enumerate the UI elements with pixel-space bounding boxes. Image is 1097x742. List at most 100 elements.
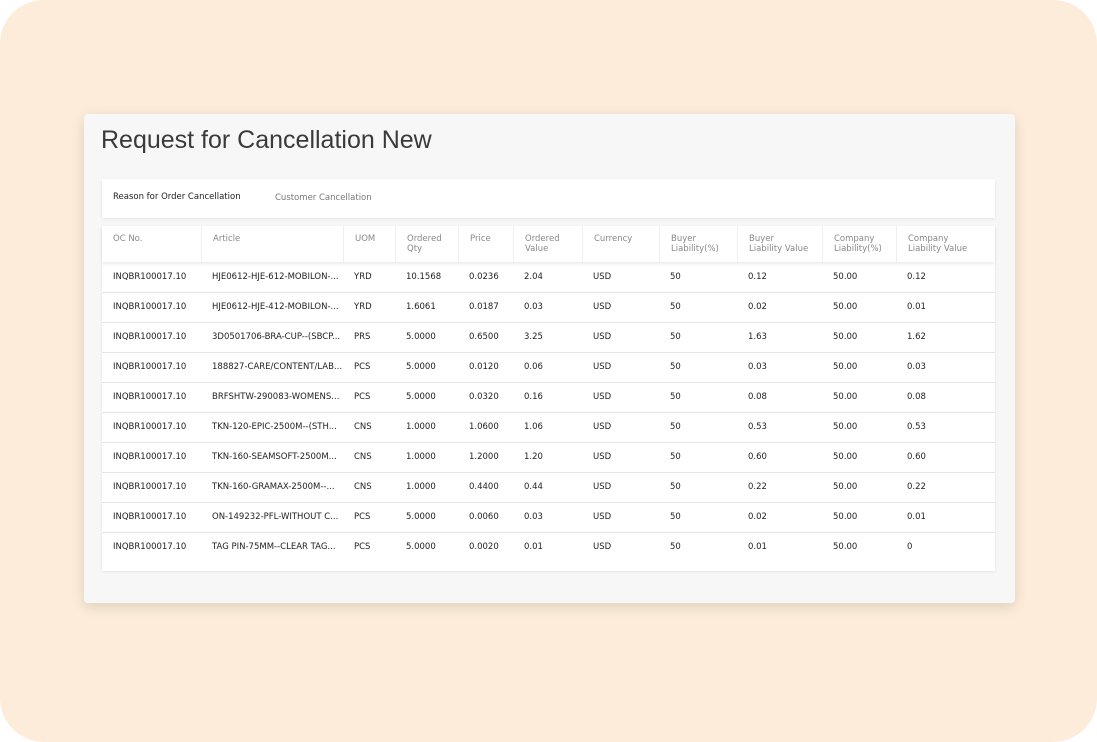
table-cell: YRD xyxy=(354,272,372,282)
table-cell: 2.04 xyxy=(524,272,543,282)
table-cell: USD xyxy=(593,482,612,492)
table-cell: 0.03 xyxy=(524,302,543,312)
table: OC No. Article UOM Ordered Qty Price Ordered Va… xyxy=(102,226,995,571)
table-cell: 0.4400 xyxy=(469,482,499,492)
table-cell: 1.0000 xyxy=(406,422,436,432)
table-cell: 0.0020 xyxy=(469,542,499,552)
page-title: Request for Cancellation New xyxy=(101,126,432,154)
header-cell: Article xyxy=(201,226,343,262)
header-text: UOM xyxy=(355,234,376,244)
table-cell: TKN-160-SEAMSOFT-2500M... xyxy=(212,452,337,462)
table-cell: 0.0060 xyxy=(469,512,499,522)
header-text: Liability Value xyxy=(908,244,968,254)
header-text: Company xyxy=(908,234,949,244)
header-text: Liability Value xyxy=(749,244,809,254)
table-cell: 1.20 xyxy=(524,452,543,462)
header-cell: Currency xyxy=(582,226,659,262)
reason-value: Customer Cancellation xyxy=(275,193,372,203)
header-text: Ordered xyxy=(525,234,560,244)
table-cell: PCS xyxy=(354,362,371,372)
table-cell: 0.02 xyxy=(748,302,767,312)
table-cell: 50 xyxy=(670,452,681,462)
table-cell: 50.00 xyxy=(833,422,858,432)
table-cell: USD xyxy=(593,272,612,282)
table-cell: 1.62 xyxy=(907,332,926,342)
table-cell: 50 xyxy=(670,272,681,282)
table-cell: 0.22 xyxy=(748,482,767,492)
table-cell: CNS xyxy=(354,422,372,432)
reason-box: Reason for Order Cancellation Customer C… xyxy=(102,179,995,218)
table-row: INQBR100017.10 188827-CARE/CONTENT/LAB...… xyxy=(102,352,995,382)
table-cell: USD xyxy=(593,362,612,372)
header-text: Currency xyxy=(594,234,633,244)
table-cell: PCS xyxy=(354,542,371,552)
header-cell: Ordered Value xyxy=(513,226,582,262)
table-cell: TKN-120-EPIC-2500M--(STH... xyxy=(212,422,337,432)
table-cell: 0.53 xyxy=(907,422,926,432)
header-text: Ordered xyxy=(407,234,442,244)
table-cell: 50 xyxy=(670,332,681,342)
table-row: INQBR100017.10 BRFSHTW-290083-WOMENS... PC… xyxy=(102,382,995,412)
table-cell: 0.02 xyxy=(748,512,767,522)
header-cell: OC No. xyxy=(102,226,201,262)
table-cell: 0 xyxy=(907,542,913,552)
table-row: INQBR100017.10 TKN-160-SEAMSOFT-2500M... C… xyxy=(102,442,995,472)
table-cell: PCS xyxy=(354,392,371,402)
table-cell: 0.16 xyxy=(524,392,543,402)
table-cell: 50.00 xyxy=(833,512,858,522)
table-cell: 50.00 xyxy=(833,302,858,312)
table-cell: INQBR100017.10 xyxy=(113,512,187,522)
table-cell: 0.44 xyxy=(524,482,543,492)
table-cell: 0.0120 xyxy=(469,362,499,372)
table-cell: 3D0501706-BRA-CUP--(SBCP... xyxy=(212,332,341,342)
table-cell: 5.0000 xyxy=(406,392,436,402)
table-header: OC No. Article UOM Ordered Qty Price Ordered Va… xyxy=(102,226,995,262)
table-cell: INQBR100017.10 xyxy=(113,272,187,282)
header-cell: Ordered Qty xyxy=(395,226,458,262)
table-cell: YRD xyxy=(354,302,372,312)
table-row: INQBR100017.10 3D0501706-BRA-CUP--(SBCP..… xyxy=(102,322,995,352)
header-text: Liability(%) xyxy=(834,244,882,254)
table-cell: PRS xyxy=(354,332,371,342)
header-text: Buyer xyxy=(749,234,774,244)
table-cell: 0.06 xyxy=(524,362,543,372)
table-cell: INQBR100017.10 xyxy=(113,302,187,312)
table-cell: USD xyxy=(593,422,612,432)
table-cell: USD xyxy=(593,332,612,342)
table-row: INQBR100017.10 HJE0612-HJE-412-MOBILON-..… xyxy=(102,292,995,322)
header-cell: Buyer Liability Value xyxy=(737,226,822,262)
table-cell: 0.03 xyxy=(524,512,543,522)
header-cell: Price xyxy=(458,226,513,262)
header-text: Price xyxy=(470,234,491,244)
header-text: Value xyxy=(525,244,549,254)
table-cell: USD xyxy=(593,512,612,522)
table-cell: 0.03 xyxy=(907,362,926,372)
table-cell: 0.08 xyxy=(907,392,926,402)
table-cell: INQBR100017.10 xyxy=(113,482,187,492)
table-cell: 0.08 xyxy=(748,392,767,402)
table-row: INQBR100017.10 HJE0612-HJE-612-MOBILON-..… xyxy=(102,263,995,292)
table-row: INQBR100017.10 TKN-120-EPIC-2500M--(STH..… xyxy=(102,412,995,442)
table-cell: 0.01 xyxy=(524,542,543,552)
header-text: Liability(%) xyxy=(671,244,719,254)
table-cell: 1.2000 xyxy=(469,452,499,462)
table-cell: USD xyxy=(593,302,612,312)
table-cell: INQBR100017.10 xyxy=(113,332,187,342)
table-cell: 50.00 xyxy=(833,542,858,552)
table-cell: INQBR100017.10 xyxy=(113,362,187,372)
table-cell: 5.0000 xyxy=(406,542,436,552)
table-cell: 0.01 xyxy=(907,302,926,312)
table-cell: 50.00 xyxy=(833,392,858,402)
table-cell: 5.0000 xyxy=(406,362,436,372)
table-row: INQBR100017.10 TKN-160-GRAMAX-2500M--... C… xyxy=(102,472,995,502)
table-cell: 1.6061 xyxy=(406,302,436,312)
table-cell: 50.00 xyxy=(833,332,858,342)
table-cell: 1.0000 xyxy=(406,452,436,462)
table-cell: 50 xyxy=(670,542,681,552)
table-cell: 50.00 xyxy=(833,482,858,492)
table-cell: TKN-160-GRAMAX-2500M--... xyxy=(212,482,335,492)
table-cell: INQBR100017.10 xyxy=(113,542,187,552)
table-cell: 0.60 xyxy=(907,452,926,462)
table-cell: INQBR100017.10 xyxy=(113,422,187,432)
card: Request for Cancellation New Reason for … xyxy=(84,114,1015,603)
